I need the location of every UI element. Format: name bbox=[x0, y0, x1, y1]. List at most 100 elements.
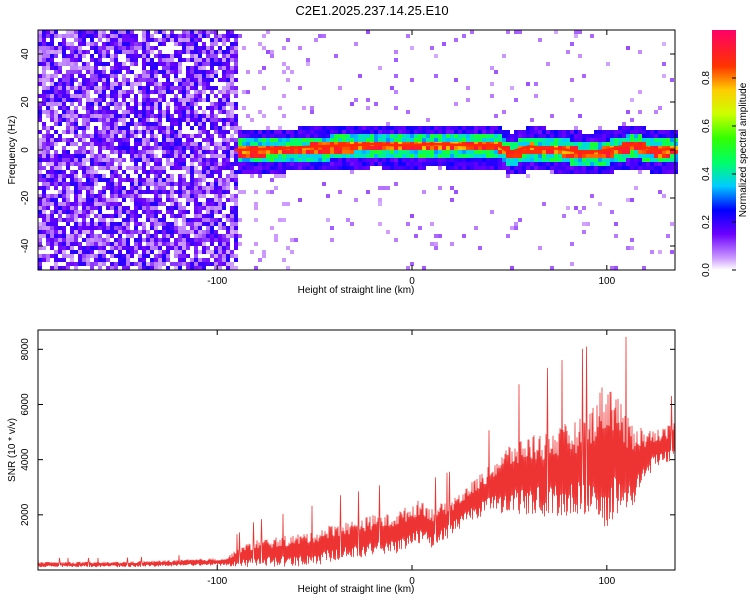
spectrogram-cell bbox=[62, 54, 66, 58]
spectrogram-cell bbox=[646, 154, 650, 158]
spectrogram-cell bbox=[134, 46, 138, 50]
spectrogram-cell bbox=[630, 138, 634, 142]
spectrogram-cell bbox=[78, 82, 82, 86]
spectrogram-cell bbox=[506, 158, 510, 162]
spectrogram-cell bbox=[258, 134, 262, 138]
spectrogram-cell bbox=[130, 58, 134, 62]
spectrogram-cell bbox=[66, 210, 70, 214]
spectrogram-cell bbox=[214, 266, 218, 270]
spectrogram-cell bbox=[178, 86, 182, 90]
spectrogram-cell bbox=[182, 182, 186, 186]
spectrogram-cell bbox=[610, 142, 614, 146]
spectrogram-cell bbox=[210, 230, 214, 234]
spectrogram-cell bbox=[394, 50, 398, 54]
spectrogram-cell bbox=[466, 146, 470, 150]
spectrogram-cell bbox=[642, 138, 646, 142]
spectrogram-cell bbox=[618, 166, 622, 170]
spectrogram-cell bbox=[174, 222, 178, 226]
spectrogram-cell bbox=[174, 74, 178, 78]
spectrogram-cell bbox=[98, 46, 102, 50]
spectrogram-cell bbox=[222, 150, 226, 154]
spectrogram-cell bbox=[206, 222, 210, 226]
spectrogram-cell bbox=[62, 82, 66, 86]
spectrogram-cell bbox=[106, 186, 110, 190]
spectrogram-cell bbox=[78, 246, 82, 250]
spectrogram-cell bbox=[90, 118, 94, 122]
spectrogram-cell bbox=[66, 114, 70, 118]
spectrogram-cell bbox=[130, 110, 134, 114]
spectrogram-cell bbox=[338, 154, 342, 158]
spectrogram-cell bbox=[98, 158, 102, 162]
spectrogram-cell bbox=[178, 246, 182, 250]
spectrogram-cell bbox=[38, 62, 42, 66]
spectrogram-cell bbox=[538, 150, 542, 154]
spectrogram-cell bbox=[210, 234, 214, 238]
spectrogram-cell bbox=[94, 34, 98, 38]
spectrogram-cell bbox=[146, 34, 150, 38]
spectrogram-cell bbox=[42, 74, 46, 78]
spectrogram-cell bbox=[182, 190, 186, 194]
spectrogram-cell bbox=[134, 158, 138, 162]
spectrogram-cell bbox=[54, 266, 58, 270]
spectrogram-cell bbox=[118, 230, 122, 234]
spectrogram-cell bbox=[110, 42, 114, 46]
spectrogram-cell bbox=[638, 110, 642, 114]
spectrogram-cell bbox=[646, 134, 650, 138]
spectrogram-cell bbox=[182, 46, 186, 50]
spectrogram-cell bbox=[42, 230, 46, 234]
spectrogram-cell bbox=[406, 158, 410, 162]
spectrogram-cell bbox=[394, 58, 398, 62]
spectrogram-cell bbox=[110, 74, 114, 78]
spectrogram-cell bbox=[210, 250, 214, 254]
spectrogram-cell bbox=[178, 98, 182, 102]
spectrogram-cell bbox=[270, 166, 274, 170]
spectrogram-cell bbox=[182, 82, 186, 86]
spectrogram-cell bbox=[474, 134, 478, 138]
spectrogram-cell bbox=[242, 170, 246, 174]
spectrogram-cell bbox=[190, 154, 194, 158]
spectrogram-cell bbox=[474, 138, 478, 142]
spectrogram-cell bbox=[234, 106, 238, 110]
spectrogram-cell bbox=[194, 142, 198, 146]
spectrogram-cell bbox=[378, 198, 382, 202]
spectrogram-cell bbox=[670, 170, 674, 174]
spectrogram-cell bbox=[558, 134, 562, 138]
spectrogram-cell bbox=[442, 154, 446, 158]
spectrogram-cell bbox=[82, 202, 86, 206]
spectrogram-cell bbox=[102, 74, 106, 78]
spectrogram-cell bbox=[166, 222, 170, 226]
spectrogram-cell bbox=[410, 262, 414, 266]
spectrogram-cell bbox=[562, 150, 566, 154]
spectrogram-cell bbox=[274, 166, 278, 170]
spectrogram-cell bbox=[234, 150, 238, 154]
spectrogram-cell bbox=[218, 182, 222, 186]
spectrogram-cell bbox=[230, 254, 234, 258]
spectrogram-cell bbox=[86, 178, 90, 182]
spectrogram-cell bbox=[482, 154, 486, 158]
spectrogram-cell bbox=[566, 134, 570, 138]
spectrogram-cell bbox=[66, 30, 70, 34]
spectrogram-cell bbox=[202, 42, 206, 46]
spectrogram-cell bbox=[38, 150, 42, 154]
spectrogram-cell bbox=[218, 130, 222, 134]
spectrogram-cell bbox=[578, 166, 582, 170]
spectrogram-cell bbox=[614, 154, 618, 158]
spectrogram-cell bbox=[294, 162, 298, 166]
spectrogram-cell bbox=[594, 170, 598, 174]
spectrogram-cell bbox=[58, 94, 62, 98]
spectrogram-cell bbox=[58, 226, 62, 230]
spectrogram-cell bbox=[154, 138, 158, 142]
spectrogram-cell bbox=[322, 154, 326, 158]
spectrogram-cell bbox=[94, 234, 98, 238]
spectrogram-cell bbox=[122, 98, 126, 102]
spectrogram-cell bbox=[270, 170, 274, 174]
spectrogram-cell bbox=[246, 142, 250, 146]
spectrogram-cell bbox=[214, 254, 218, 258]
spectrogram-cell bbox=[218, 262, 222, 266]
spectrogram-cell bbox=[346, 126, 350, 130]
spectrogram-cell bbox=[42, 234, 46, 238]
spectrogram-cell bbox=[214, 142, 218, 146]
spectrogram-cell bbox=[170, 198, 174, 202]
spectrogram-cell bbox=[138, 190, 142, 194]
spectrogram-cell bbox=[210, 242, 214, 246]
